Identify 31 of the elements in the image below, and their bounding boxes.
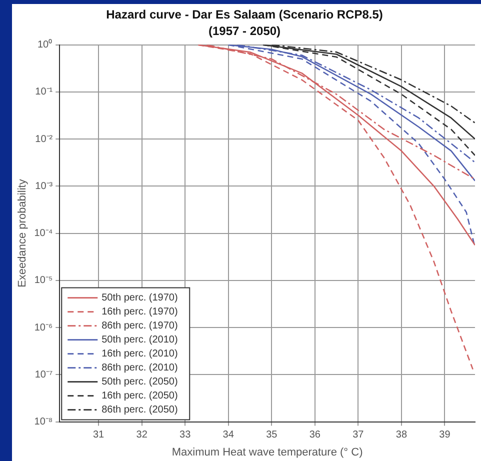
legend-label: 16th perc. (2010) [102, 348, 178, 360]
chart-title: Hazard curve - Dar Es Salaam (Scenario RCP8.5) [106, 8, 383, 22]
x-tick-label: 38 [396, 430, 408, 441]
y-tick-label: 10⁻⁸ [34, 416, 53, 428]
y-axis-title: Exeedance probability [16, 178, 29, 288]
legend-label: 50th perc. (1970) [102, 292, 178, 304]
y-tick-label: 10⁻⁶ [34, 322, 53, 334]
x-tick-label: 31 [93, 430, 105, 441]
legend-label: 50th perc. (2010) [102, 334, 178, 346]
y-tick-label: 10⁻⁷ [34, 369, 53, 380]
legend-label: 16th perc. (2050) [102, 390, 178, 402]
y-tick-label: 10⁻² [35, 134, 54, 145]
x-tick-label: 35 [266, 430, 278, 441]
y-tick-label: 10⁻⁴ [34, 228, 53, 240]
legend-label: 16th perc. (1970) [102, 306, 178, 318]
y-tick-label: 10⁻¹ [35, 86, 54, 98]
legend-label: 50th perc. (2050) [102, 376, 178, 388]
x-tick-label: 39 [439, 430, 451, 441]
x-tick-label: 36 [309, 430, 321, 441]
x-tick-label: 34 [222, 430, 234, 441]
x-tick-label: 37 [352, 430, 364, 441]
x-tick-label: 32 [136, 430, 148, 441]
legend-label: 86th perc. (1970) [102, 320, 178, 332]
y-tick-label: 10⁰ [37, 38, 53, 51]
y-tick-label: 10⁻⁵ [34, 275, 53, 286]
legend-label: 86th perc. (2010) [102, 362, 178, 374]
x-tick-label: 33 [180, 430, 192, 441]
x-axis-title: Maximum Heat wave temperature (° C) [172, 446, 363, 458]
legend-label: 86th perc. (2050) [102, 404, 178, 416]
y-tick-label: 10⁻³ [35, 180, 54, 192]
chart-subtitle: (1957 - 2050) [208, 24, 281, 38]
